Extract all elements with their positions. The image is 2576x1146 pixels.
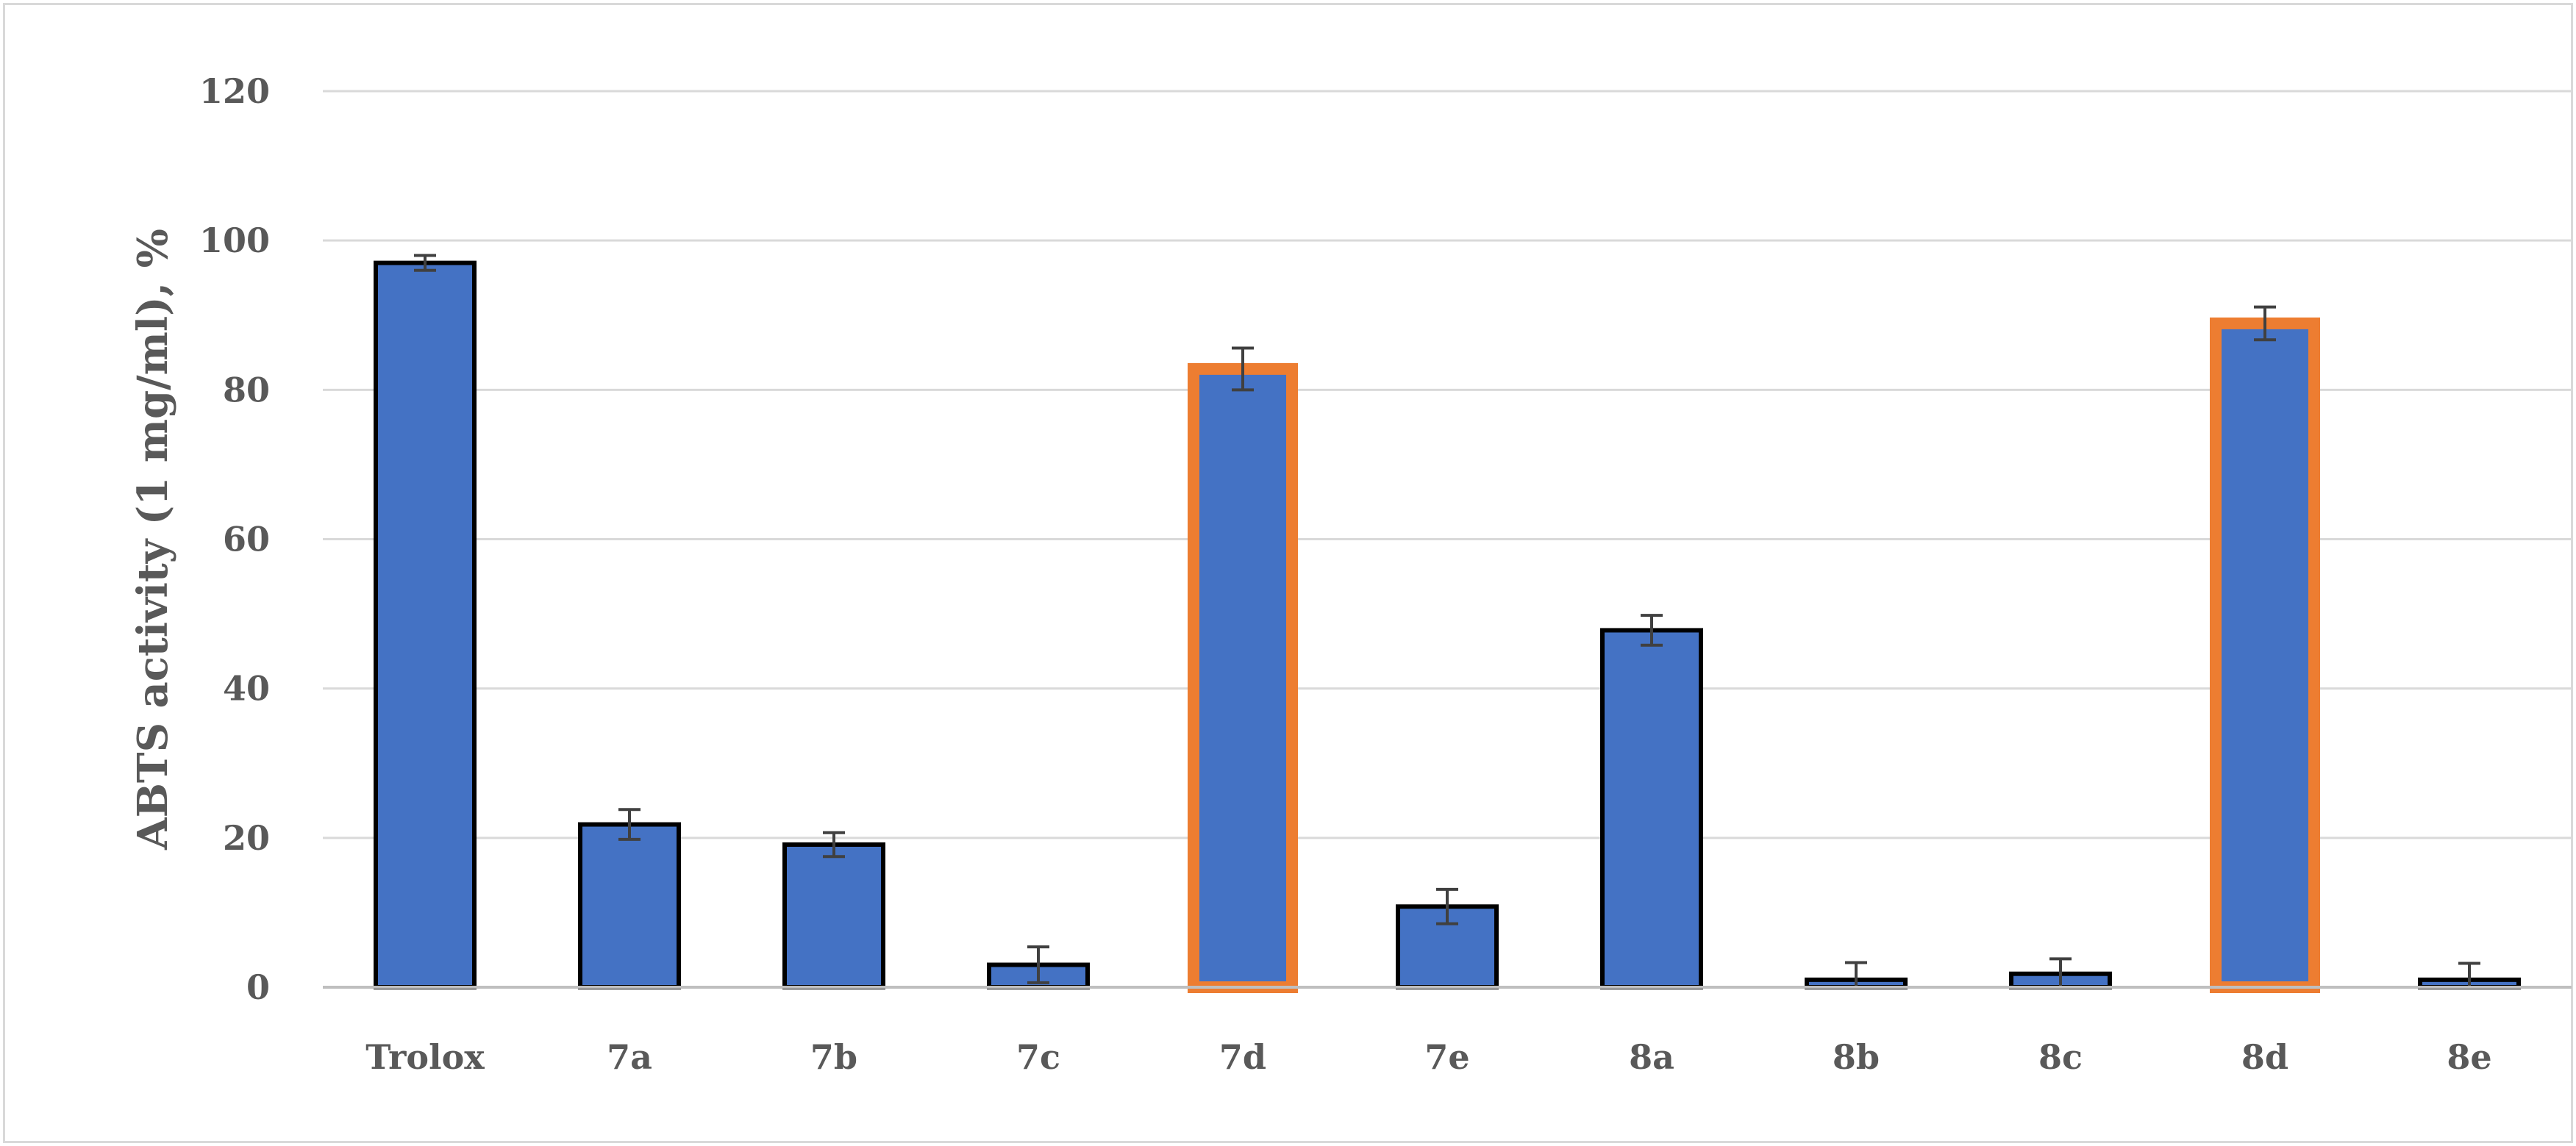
y-axis-title: ABTS activity (1 mg/ml), %	[129, 229, 177, 850]
x-tick-label-Trolox: Trolox	[365, 1037, 485, 1077]
error-bar-7e	[1436, 887, 1458, 925]
x-tick-label-8b: 8b	[1833, 1037, 1880, 1077]
x-tick-label-8d: 8d	[2241, 1037, 2288, 1077]
y-tick-label: 0	[246, 967, 270, 1007]
gridlines	[323, 90, 2572, 839]
x-tick-label-7c: 7c	[1016, 1037, 1060, 1077]
y-tick-label: 100	[199, 221, 270, 260]
bars	[374, 260, 2521, 993]
chart-frame: 0 20 40 60 80 100 120 Trolox 7a 7b 7c 7d 7e 8a 8b 8c 8d…	[3, 3, 2573, 1143]
x-tick-label-8e: 8e	[2447, 1037, 2491, 1077]
y-tick-label: 20	[223, 818, 270, 858]
y-tick-label: 120	[199, 71, 270, 111]
error-bars	[414, 254, 2480, 989]
error-bar-7d	[1232, 346, 1254, 392]
y-tick-label: 80	[223, 370, 270, 409]
bar-7d	[1188, 362, 1298, 993]
error-bar-Trolox	[414, 254, 436, 272]
x-tick-label-7e: 7e	[1424, 1037, 1469, 1077]
x-tick-label-8c: 8c	[2038, 1037, 2083, 1077]
error-bar-7c	[1027, 945, 1049, 984]
x-tick-label-8a: 8a	[1629, 1037, 1674, 1077]
bar-8d	[2210, 317, 2320, 993]
x-tick-label-7d: 7d	[1219, 1037, 1266, 1077]
bar-7b	[782, 842, 885, 989]
bar-7a	[578, 822, 681, 989]
bar-8a	[1600, 628, 1703, 989]
y-tick-label: 40	[223, 669, 270, 709]
error-bar-8a	[1641, 614, 1663, 647]
abts-bar-chart: 0 20 40 60 80 100 120 Trolox 7a 7b 7c 7d 7e 8a 8b 8c 8d…	[129, 71, 2572, 1077]
x-axis-tick-labels: Trolox 7a 7b 7c 7d 7e 8a 8b 8c 8d 8e	[365, 1037, 2491, 1077]
x-tick-label-7a: 7a	[607, 1037, 652, 1077]
error-bar-8d	[2254, 305, 2276, 342]
y-axis-tick-labels: 0 20 40 60 80 100 120	[199, 71, 270, 1007]
x-tick-label-7b: 7b	[810, 1037, 857, 1077]
error-bar-7a	[618, 808, 641, 841]
y-tick-label: 60	[223, 520, 270, 559]
bar-Trolox	[374, 260, 477, 989]
error-bar-7b	[823, 831, 845, 859]
